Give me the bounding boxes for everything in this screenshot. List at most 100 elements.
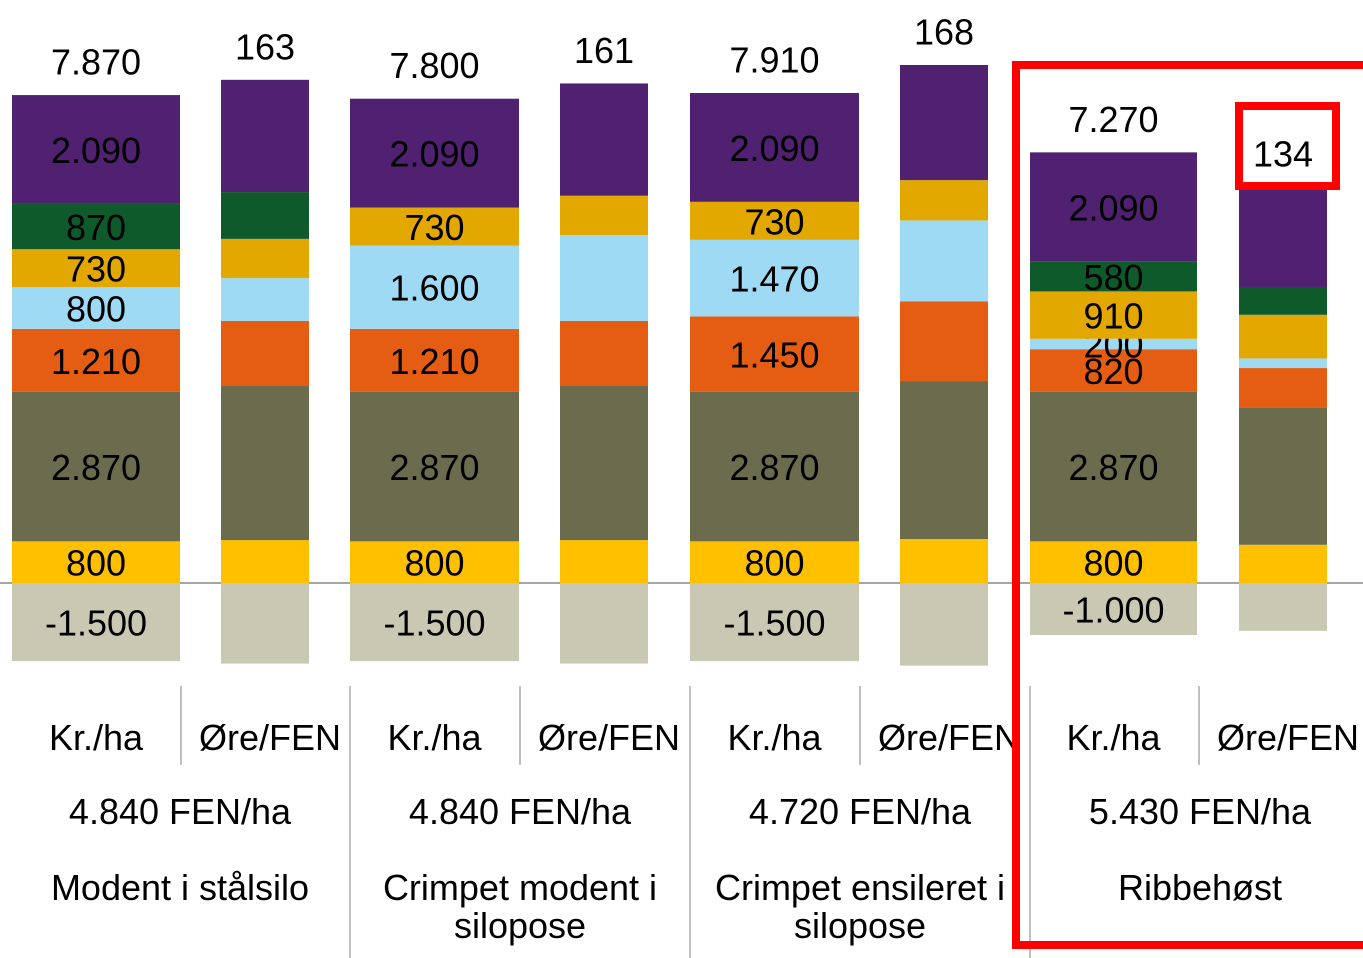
value-label: -1.500 <box>45 603 147 644</box>
value-label: 730 <box>404 207 464 248</box>
bar-segment <box>12 328 180 392</box>
bar-segment <box>900 180 988 221</box>
bar-segment <box>900 301 988 382</box>
value-label: 2.870 <box>51 447 141 488</box>
bar-segment <box>350 98 519 208</box>
value-label: 2.090 <box>729 128 819 169</box>
bar-segment <box>560 234 648 322</box>
value-label: 870 <box>66 207 126 248</box>
value-label: -1.500 <box>723 603 825 644</box>
bar-segment <box>690 93 859 202</box>
bar-segment <box>900 220 988 302</box>
value-label: 730 <box>66 249 126 290</box>
value-label: 2.090 <box>1068 187 1158 228</box>
category-label: Kr./ha <box>48 717 144 758</box>
total-label: 7.870 <box>51 42 141 83</box>
value-label: 800 <box>66 543 126 584</box>
value-label: 1.450 <box>729 335 819 376</box>
value-label: 800 <box>66 289 126 330</box>
value-label: 2.090 <box>51 130 141 171</box>
bar-segment <box>12 287 180 329</box>
bar-segment <box>560 321 648 386</box>
group-name: Crimpet modent i silopose <box>382 867 658 946</box>
category-label: Øre/FEN <box>1216 717 1359 758</box>
category-label: Kr./ha <box>727 717 822 758</box>
bar-segment <box>12 249 180 288</box>
value-label: 800 <box>404 543 464 584</box>
bar-segment <box>350 541 519 583</box>
bar-segment <box>900 583 988 666</box>
value-label: 1.470 <box>729 259 819 300</box>
value-label: 800 <box>744 543 804 584</box>
total-label: 163 <box>235 26 295 67</box>
bar-segment <box>12 583 180 662</box>
bar-segment <box>1239 368 1327 408</box>
bar-segment <box>690 239 859 317</box>
category-label: Øre/FEN <box>537 717 680 758</box>
value-label: 1.210 <box>51 341 141 382</box>
bar-segment <box>900 65 988 181</box>
total-label: 7.910 <box>729 40 819 81</box>
bar-segment <box>221 79 309 193</box>
bar-segment <box>221 278 309 322</box>
group-fen: 5.430 FEN/ha <box>1088 791 1312 832</box>
value-label: 2.870 <box>389 447 479 488</box>
value-label: 910 <box>1083 296 1143 337</box>
bar-segment <box>1239 544 1327 583</box>
bar-segment <box>1239 358 1327 369</box>
bar-segment <box>350 245 519 329</box>
category-label: Kr./ha <box>387 717 482 758</box>
bar-segment <box>350 391 519 542</box>
total-label: 161 <box>574 30 634 71</box>
group-name: Ribbehøst <box>1117 867 1283 908</box>
value-label: 2.870 <box>729 447 819 488</box>
bar-segment <box>12 95 180 204</box>
value-label: -1.500 <box>383 603 485 644</box>
group-fen: 4.840 FEN/ha <box>68 791 292 832</box>
category-label: Øre/FEN <box>198 717 341 758</box>
bar-segment <box>350 583 519 662</box>
total-label: 7.270 <box>1068 99 1158 140</box>
value-label: 580 <box>1083 257 1143 298</box>
bar-segment <box>560 540 648 583</box>
bar-segment <box>690 391 859 542</box>
bar-segment <box>221 192 309 239</box>
bar-segment <box>221 321 309 386</box>
bar-segment <box>560 583 648 664</box>
bar-segment <box>560 83 648 196</box>
bar-segment <box>690 316 859 392</box>
bar-segment <box>560 385 648 541</box>
bar-segment <box>1239 314 1327 359</box>
category-label: Øre/FEN <box>877 717 1020 758</box>
bar-segment <box>221 540 309 583</box>
bar-segment <box>221 583 309 664</box>
bar-segment <box>900 539 988 583</box>
bar-segment <box>900 381 988 540</box>
bar-segment <box>690 541 859 583</box>
bar-segment <box>1239 407 1327 545</box>
value-label: 2.090 <box>389 134 479 175</box>
bar-segment <box>12 391 180 542</box>
group-fen: 4.840 FEN/ha <box>408 791 632 832</box>
value-label: 800 <box>1083 543 1143 584</box>
group-name: Crimpet ensileret i silopose <box>714 867 1006 946</box>
bar-segment <box>690 201 859 240</box>
bar-segment <box>12 541 180 583</box>
value-label: 2.870 <box>1068 447 1158 488</box>
value-label: -1.000 <box>1062 590 1164 631</box>
category-label: Kr./ha <box>1066 717 1161 758</box>
group-fen: 4.720 FEN/ha <box>748 791 972 832</box>
bar-segment <box>350 207 519 246</box>
total-label: 7.800 <box>389 45 479 86</box>
value-label: 1.210 <box>389 341 479 382</box>
bar-segment <box>221 385 309 541</box>
value-label: 730 <box>744 201 804 242</box>
total-label: 168 <box>914 12 974 53</box>
bar-segment <box>1239 186 1327 287</box>
bar-segment <box>12 203 180 250</box>
bar-segment <box>221 238 309 279</box>
bar-segment <box>560 195 648 235</box>
bar-segment <box>1239 286 1327 315</box>
bar-segment <box>1239 583 1327 631</box>
